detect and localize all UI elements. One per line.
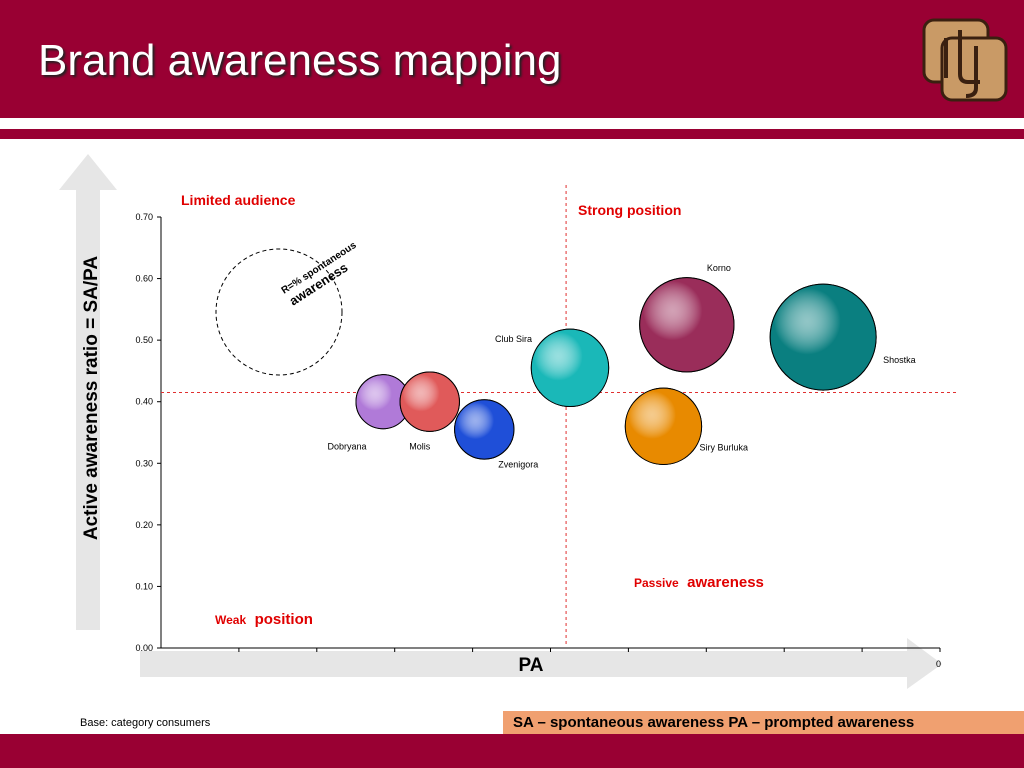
quadrant-label-passive: Passive <box>634 576 679 590</box>
definitions-box: SA – spontaneous awareness PA – prompted… <box>503 711 1024 734</box>
bubble-label: Zvenigora <box>498 459 538 469</box>
bubble-label: Club Sira <box>495 334 532 344</box>
bubble-label: Dobryana <box>327 442 366 452</box>
y-axis-label: Active awareness ratio = SA/PA <box>81 256 102 541</box>
page-title: Brand awareness mapping <box>38 36 562 85</box>
bubble-label: Siry Burluka <box>699 442 748 452</box>
base-note: Base: category consumers <box>80 717 211 729</box>
bubble-label: Korno <box>707 263 731 273</box>
y-tick-label: 0.20 <box>135 520 153 530</box>
company-logo-icon <box>922 18 1008 102</box>
bubble-shade <box>530 328 610 408</box>
x-axis-arrow <box>140 638 942 689</box>
quadrant-label-weak: Weak <box>215 613 246 627</box>
bubble-shade <box>639 277 735 373</box>
definitions-text: SA – spontaneous awareness PA – prompted… <box>513 714 915 731</box>
header-bar <box>0 0 1024 118</box>
bubble-shade <box>399 371 460 432</box>
bubble-shade <box>454 399 515 460</box>
y-tick-label: 0.70 <box>135 212 153 222</box>
quadrant-label-bottom-right: Passive awareness <box>634 574 764 591</box>
x-tick-label-partial: 0 <box>936 659 941 669</box>
y-tick-label: 0.60 <box>135 274 153 284</box>
y-tick-label: 0.30 <box>135 458 153 468</box>
footer-bar <box>0 734 1024 768</box>
y-tick-label: 0.10 <box>135 581 153 591</box>
quadrant-label-top-right: Strong position <box>578 202 681 218</box>
x-axis-label: PA <box>519 655 544 676</box>
bubble-label: Shostka <box>883 355 916 365</box>
quadrant-label-bottom-left: Weak position <box>215 611 313 628</box>
y-tick-label: 0.50 <box>135 335 153 345</box>
quadrant-label-awareness: awareness <box>687 574 764 591</box>
header-separator <box>0 118 1024 129</box>
bubble-shade <box>624 387 703 466</box>
quadrant-label-position: position <box>255 611 313 628</box>
y-tick-label: 0.40 <box>135 397 153 407</box>
y-tick-label: 0.00 <box>135 643 153 653</box>
bubble-label: Molis <box>409 442 431 452</box>
header-stripe <box>0 129 1024 139</box>
bubble-shade <box>769 283 877 391</box>
y-axis-arrow <box>59 154 117 630</box>
quadrant-label-top-left: Limited audience <box>181 192 296 208</box>
size-legend-circle <box>215 248 343 376</box>
